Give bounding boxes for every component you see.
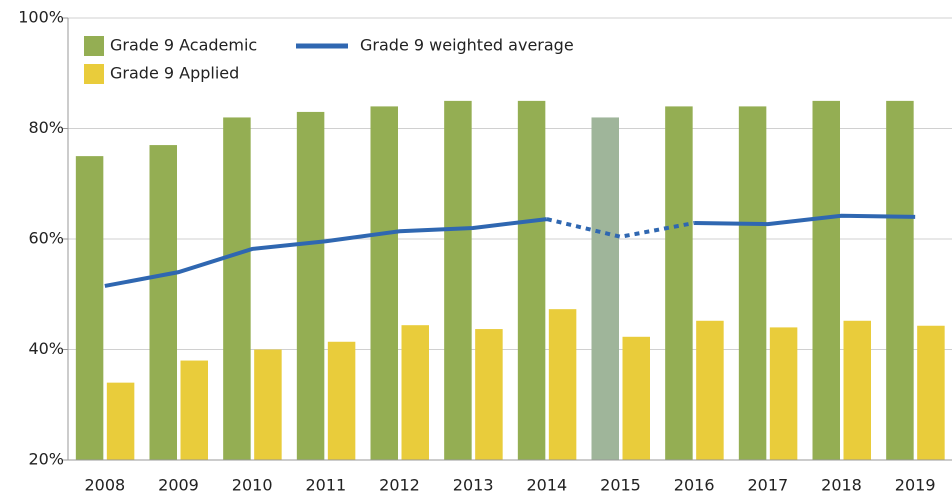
bar	[149, 145, 177, 460]
line	[104, 217, 548, 288]
x-tick-label: 2010	[232, 476, 273, 495]
legend-label: Grade 9 Academic	[110, 36, 257, 55]
bar	[475, 329, 503, 460]
x-tick-label: 2012	[379, 476, 420, 495]
bar	[517, 100, 546, 460]
bar	[591, 117, 619, 460]
bar	[254, 349, 282, 460]
x-tick-label: 2019	[895, 476, 936, 495]
bar	[696, 320, 724, 460]
y-tick-label: 80%	[28, 118, 64, 137]
legend-label: Grade 9 Applied	[110, 64, 239, 83]
legend-swatch	[84, 64, 104, 84]
bar	[401, 325, 429, 460]
bar	[370, 106, 398, 461]
bar	[327, 341, 356, 460]
bar	[548, 309, 577, 460]
x-tick-label: 2017	[747, 476, 788, 495]
bar	[917, 325, 945, 460]
bar	[665, 106, 693, 461]
legend-label: Grade 9 weighted average	[360, 36, 574, 55]
bar	[75, 156, 104, 460]
bar	[296, 111, 325, 461]
x-tick-label: 2015	[600, 476, 641, 495]
x-tick-label: 2016	[674, 476, 715, 495]
y-tick-label: 100%	[18, 8, 64, 27]
x-tick-label: 2014	[526, 476, 567, 495]
y-tick-label: 20%	[28, 450, 64, 469]
bar	[106, 382, 135, 460]
x-tick-label: 2011	[305, 476, 346, 495]
line	[694, 213, 916, 227]
y-tick-label: 60%	[28, 229, 64, 248]
bar	[223, 117, 251, 460]
bar	[769, 327, 798, 460]
bar	[444, 100, 472, 460]
x-tick-label: 2008	[84, 476, 125, 495]
bar	[886, 100, 914, 460]
bar	[843, 320, 871, 460]
bar	[622, 336, 650, 460]
bar	[738, 106, 767, 461]
y-tick-label: 40%	[28, 339, 64, 358]
x-tick-label: 2018	[821, 476, 862, 495]
bar	[812, 100, 840, 460]
x-tick-label: 2013	[453, 476, 494, 495]
x-tick-label: 2009	[158, 476, 199, 495]
legend-swatch	[84, 36, 104, 56]
bar	[180, 360, 208, 460]
